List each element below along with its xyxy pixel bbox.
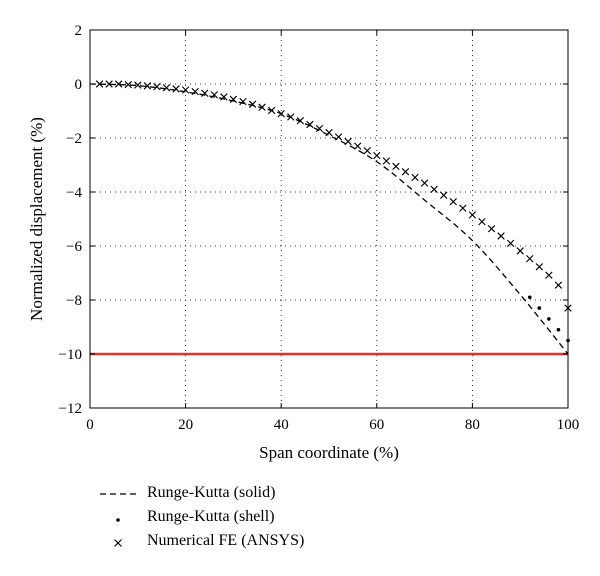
- data-point-fe: [516, 247, 524, 255]
- data-point-fe: [210, 91, 218, 99]
- data-point-fe: [497, 232, 505, 240]
- data-point-fe: [143, 82, 152, 90]
- data-point-fe: [554, 281, 563, 289]
- data-point-fe: [248, 100, 257, 108]
- x-marker-legend-icon: [114, 539, 122, 547]
- data-point-fe: [287, 113, 295, 121]
- data-point-fe: [411, 173, 419, 182]
- legend-label: Numerical FE (ANSYS): [147, 532, 305, 549]
- data-point-shell: [547, 317, 551, 321]
- y-tick-label: −2: [66, 131, 82, 147]
- data-point-shell: [556, 327, 561, 332]
- series-line-runge-kutta-solid: [89, 83, 569, 355]
- y-tick-label: −12: [59, 401, 82, 417]
- data-point-fe: [181, 86, 190, 94]
- data-point-fe: [459, 204, 467, 212]
- data-point-fe: [468, 211, 477, 219]
- data-point-fe: [392, 162, 400, 171]
- data-point-fe: [430, 185, 438, 194]
- data-point-fe: [105, 80, 113, 88]
- data-point-fe: [239, 97, 247, 106]
- data-point-shell: [527, 295, 532, 300]
- data-point-fe: [545, 271, 553, 279]
- data-point-fe: [153, 82, 161, 91]
- data-point-fe: [277, 109, 285, 118]
- y-tick-label: 2: [75, 23, 83, 39]
- y-tick-label: −4: [66, 185, 82, 201]
- grid-lines: [90, 30, 568, 408]
- data-point-fe: [344, 137, 352, 146]
- x-tick-label: 100: [557, 417, 580, 433]
- data-point-fe: [95, 80, 104, 88]
- data-point-fe: [124, 80, 132, 89]
- x-tick-label: 60: [369, 417, 384, 433]
- y-tick-label: 0: [75, 77, 83, 93]
- data-point-fe: [449, 198, 457, 206]
- dot-marker-legend-icon: [116, 518, 120, 522]
- data-point-fe: [440, 191, 448, 199]
- data-point-fe: [526, 254, 534, 263]
- plot-frame: [89, 29, 569, 409]
- x-tick-label: 0: [86, 417, 94, 433]
- data-point-fe: [201, 89, 209, 97]
- y-tick-label: −8: [66, 293, 82, 309]
- data-point-fe: [114, 80, 123, 88]
- data-point-fe: [382, 157, 391, 165]
- y-axis-label: Normalized displacement (%): [27, 117, 46, 321]
- data-point-fe: [306, 120, 314, 129]
- data-point-fe: [506, 239, 515, 248]
- data-point-fe: [325, 128, 333, 137]
- data-point-fe: [487, 225, 496, 233]
- data-point-fe: [353, 142, 362, 150]
- tick-marks: [89, 29, 569, 409]
- x-tick-label: 40: [274, 417, 289, 433]
- data-point-fe: [315, 124, 324, 133]
- legend-label: Runge-Kutta (shell): [147, 508, 275, 525]
- data-point-fe: [373, 151, 381, 160]
- data-point-fe: [229, 95, 238, 104]
- data-point-fe: [296, 117, 305, 125]
- data-point-fe: [401, 168, 410, 176]
- legend-label: Runge-Kutta (solid): [147, 484, 276, 501]
- data-point-fe: [267, 106, 276, 115]
- data-point-fe: [258, 103, 266, 111]
- y-tick-label: −10: [59, 347, 82, 363]
- data-point-fe: [134, 81, 142, 89]
- data-point-fe: [420, 179, 429, 187]
- data-point-fe: [172, 85, 180, 93]
- data-point-fe: [220, 93, 228, 101]
- x-tick-label: 20: [178, 417, 193, 433]
- y-tick-label: −6: [66, 239, 82, 255]
- series-layer: [89, 80, 572, 356]
- data-point-fe: [363, 146, 371, 155]
- data-point-fe: [535, 263, 544, 271]
- data-point-fe: [478, 217, 486, 226]
- data-point-shell: [537, 306, 542, 310]
- data-point-fe: [191, 87, 199, 96]
- x-axis-label: Span coordinate (%): [259, 443, 399, 462]
- data-point-fe: [162, 84, 171, 92]
- x-tick-label: 80: [465, 417, 480, 433]
- data-point-fe: [334, 133, 343, 141]
- dashed-line-legend-icon: [100, 493, 136, 495]
